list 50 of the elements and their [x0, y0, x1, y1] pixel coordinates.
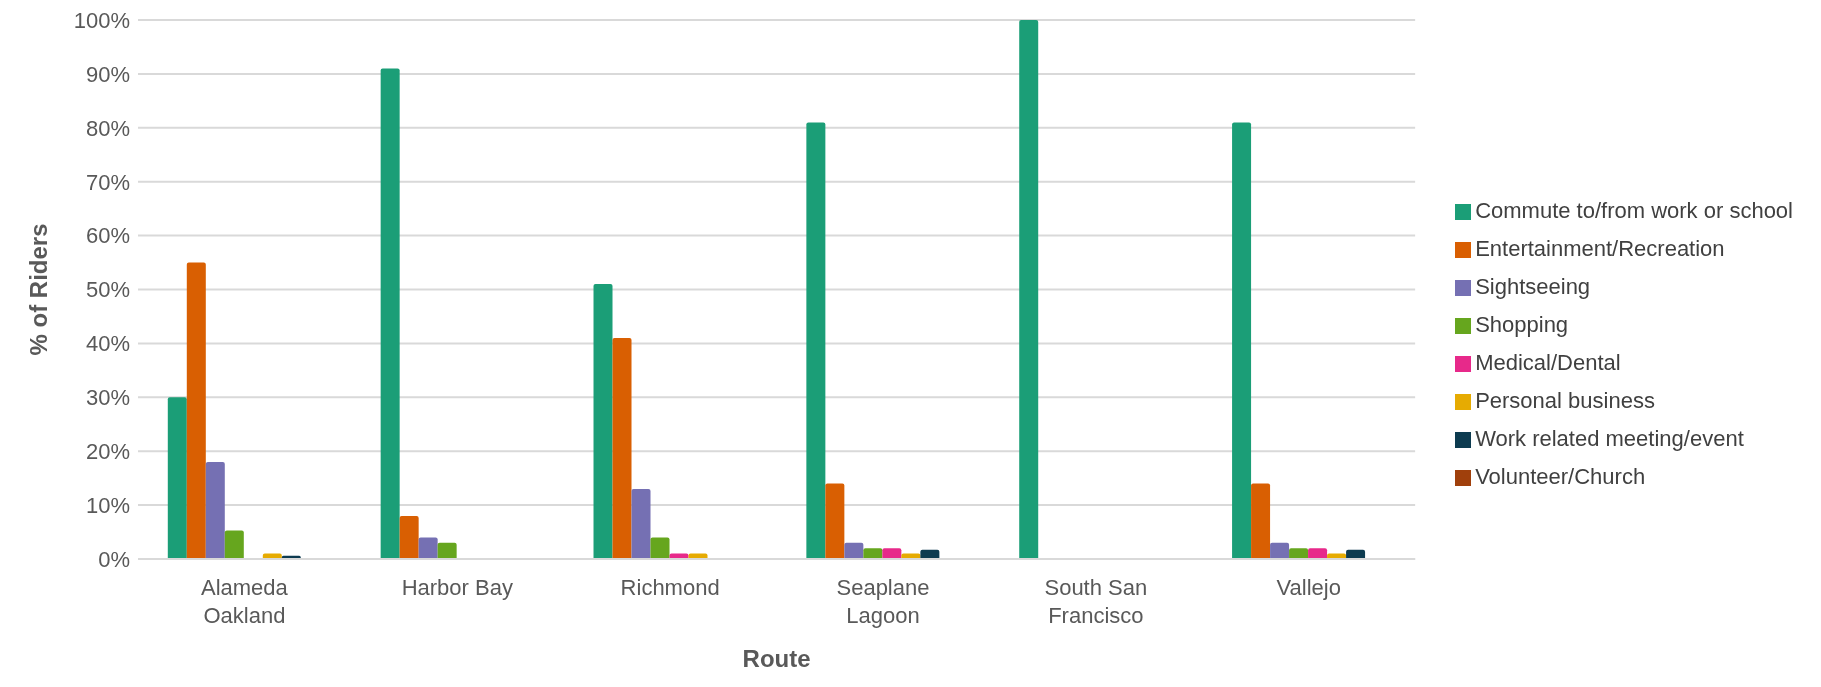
bar	[224, 530, 244, 559]
bar	[1232, 122, 1252, 559]
legend-label: Shopping	[1475, 311, 1569, 337]
y-tick-label: 90%	[85, 61, 130, 87]
bar	[418, 537, 438, 559]
legend-label: Personal business	[1475, 387, 1655, 413]
bar	[1270, 542, 1290, 559]
y-tick-label: 30%	[85, 385, 130, 411]
y-axis-title: % of Riders	[24, 223, 52, 356]
bar	[650, 537, 670, 559]
legend-label: Sightseeing	[1475, 273, 1591, 299]
bar	[825, 483, 845, 559]
bar	[844, 542, 864, 559]
bar	[1289, 548, 1309, 559]
bar	[593, 284, 613, 559]
y-tick-label: 40%	[85, 331, 130, 357]
x-tick-label: Richmond	[620, 575, 720, 600]
legend-label: Entertainment/Recreation	[1475, 235, 1725, 261]
legend-label: Work related meeting/event	[1475, 425, 1744, 451]
bar	[399, 515, 419, 559]
legend-label: Volunteer/Church	[1475, 463, 1646, 489]
x-tick-label: South San Francisco	[1044, 575, 1148, 628]
x-tick-label: Seaplane Lagoon	[836, 575, 930, 628]
bar	[1251, 483, 1271, 559]
bar	[631, 488, 651, 559]
bar	[863, 548, 883, 559]
x-tick-label: Harbor Bay	[401, 575, 513, 600]
legend-label: Commute to/from work or school	[1475, 197, 1793, 223]
bar	[1308, 548, 1328, 559]
bar	[612, 338, 632, 559]
bar	[806, 122, 826, 559]
y-tick-label: 60%	[85, 223, 130, 249]
bar	[380, 68, 400, 559]
bar	[1019, 20, 1039, 559]
bar	[882, 548, 902, 559]
x-axis-title: Route	[742, 645, 811, 672]
x-tick-label: Alameda Oakland	[201, 575, 289, 628]
y-tick-label: 50%	[85, 277, 130, 303]
y-tick-label: 0%	[98, 546, 130, 572]
y-tick-label: 70%	[85, 169, 130, 195]
legend-label: Medical/Dental	[1475, 349, 1621, 375]
y-tick-label: 10%	[85, 492, 130, 518]
bar	[167, 397, 187, 559]
y-tick-label: 100%	[73, 7, 130, 33]
bar	[437, 542, 457, 559]
y-tick-label: 80%	[85, 115, 130, 141]
y-tick-label: 20%	[85, 439, 130, 465]
x-tick-label: Vallejo	[1276, 575, 1341, 600]
bar	[186, 262, 206, 559]
bar	[205, 461, 225, 559]
